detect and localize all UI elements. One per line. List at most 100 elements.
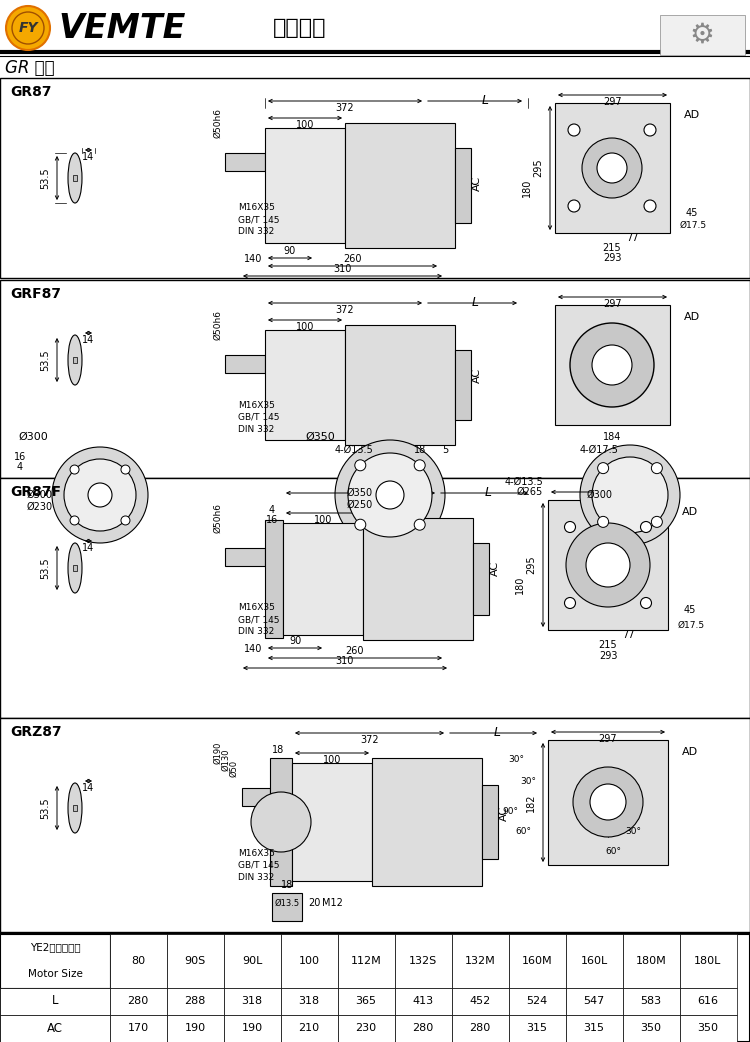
Bar xyxy=(110,988,167,1015)
Text: 297: 297 xyxy=(603,299,622,309)
Bar xyxy=(167,988,224,1015)
Text: 315: 315 xyxy=(526,1023,548,1033)
Circle shape xyxy=(121,516,130,525)
Text: Ø265: Ø265 xyxy=(517,487,543,497)
Text: Ø300: Ø300 xyxy=(18,432,48,442)
Text: 4-Ø13.5: 4-Ø13.5 xyxy=(335,445,374,455)
Text: Ø350: Ø350 xyxy=(347,488,373,498)
Bar xyxy=(265,128,345,243)
Text: 16: 16 xyxy=(266,515,278,525)
Text: L: L xyxy=(484,487,491,499)
Bar xyxy=(548,500,668,630)
Circle shape xyxy=(644,200,656,212)
Text: 180: 180 xyxy=(522,179,532,197)
Text: 132M: 132M xyxy=(464,956,495,966)
Text: 132S: 132S xyxy=(409,956,437,966)
Bar xyxy=(281,988,338,1015)
Bar xyxy=(242,788,270,807)
Text: DIN 332: DIN 332 xyxy=(238,627,274,637)
Bar xyxy=(338,934,395,988)
Bar xyxy=(345,123,455,248)
Text: 293: 293 xyxy=(603,253,621,263)
Text: AC: AC xyxy=(47,1021,63,1035)
Bar xyxy=(555,103,670,233)
Text: Ø190: Ø190 xyxy=(214,742,223,764)
Text: Ø230: Ø230 xyxy=(27,502,53,512)
Text: AC: AC xyxy=(472,175,482,191)
Circle shape xyxy=(598,517,609,527)
Circle shape xyxy=(580,445,680,545)
Text: DIN 332: DIN 332 xyxy=(238,227,274,237)
Text: L: L xyxy=(494,726,500,740)
Circle shape xyxy=(348,453,432,537)
Bar xyxy=(455,148,471,223)
Bar xyxy=(509,988,566,1015)
Circle shape xyxy=(88,483,112,507)
Circle shape xyxy=(6,6,50,50)
Circle shape xyxy=(52,447,148,543)
Circle shape xyxy=(644,124,656,137)
Text: 288: 288 xyxy=(184,996,206,1006)
Text: 583: 583 xyxy=(640,996,662,1006)
Text: 4-Ø17.5: 4-Ø17.5 xyxy=(580,445,619,455)
Text: 16: 16 xyxy=(13,452,26,462)
Text: 100: 100 xyxy=(296,120,314,130)
Bar xyxy=(566,1015,623,1042)
Bar xyxy=(338,1015,395,1042)
Bar xyxy=(224,934,281,988)
Bar xyxy=(566,988,623,1015)
Text: 100: 100 xyxy=(298,956,320,966)
Text: L: L xyxy=(482,95,488,107)
Text: Ø13.5: Ø13.5 xyxy=(274,898,299,908)
Text: 53.5: 53.5 xyxy=(40,557,50,578)
Bar xyxy=(0,934,110,988)
Bar xyxy=(225,355,265,373)
Text: 315: 315 xyxy=(584,1023,604,1033)
Text: 5: 5 xyxy=(442,445,448,455)
Bar xyxy=(167,934,224,988)
Ellipse shape xyxy=(68,334,82,384)
Text: 180M: 180M xyxy=(635,956,666,966)
Bar xyxy=(566,934,623,988)
Bar xyxy=(281,1015,338,1042)
Circle shape xyxy=(565,597,575,609)
Text: 413: 413 xyxy=(413,996,434,1006)
Text: 310: 310 xyxy=(333,264,352,274)
Bar xyxy=(0,934,750,1042)
Circle shape xyxy=(640,521,652,532)
Text: L: L xyxy=(52,994,58,1008)
Text: ⚙: ⚙ xyxy=(689,21,715,49)
Bar xyxy=(225,548,265,566)
Bar xyxy=(0,1015,110,1042)
Bar xyxy=(548,740,668,865)
Bar xyxy=(395,934,452,988)
Text: M16X35: M16X35 xyxy=(238,400,274,410)
Bar xyxy=(473,543,489,615)
Circle shape xyxy=(582,138,642,198)
Text: Ø350: Ø350 xyxy=(305,432,334,442)
Text: 297: 297 xyxy=(598,494,617,504)
Text: 297: 297 xyxy=(603,97,622,107)
Text: 318: 318 xyxy=(242,996,262,1006)
Text: 45: 45 xyxy=(686,208,698,218)
Text: 14: 14 xyxy=(82,334,94,345)
Text: 100: 100 xyxy=(296,322,314,332)
Text: AD: AD xyxy=(684,110,700,120)
Text: 45: 45 xyxy=(684,605,696,615)
Bar xyxy=(509,1015,566,1042)
Text: 60°: 60° xyxy=(605,847,621,857)
Text: Motor Size: Motor Size xyxy=(28,969,82,979)
Text: 18: 18 xyxy=(272,745,284,755)
Text: 280: 280 xyxy=(470,1023,490,1033)
Bar xyxy=(167,1015,224,1042)
Bar xyxy=(680,988,737,1015)
Text: AD: AD xyxy=(684,312,700,322)
Bar xyxy=(509,934,566,988)
Bar xyxy=(73,805,77,811)
Text: GR87: GR87 xyxy=(10,85,52,99)
Text: 350: 350 xyxy=(698,1023,718,1033)
Text: 372: 372 xyxy=(336,305,354,315)
Bar xyxy=(623,988,680,1015)
Bar xyxy=(452,934,509,988)
Text: 160L: 160L xyxy=(580,956,608,966)
